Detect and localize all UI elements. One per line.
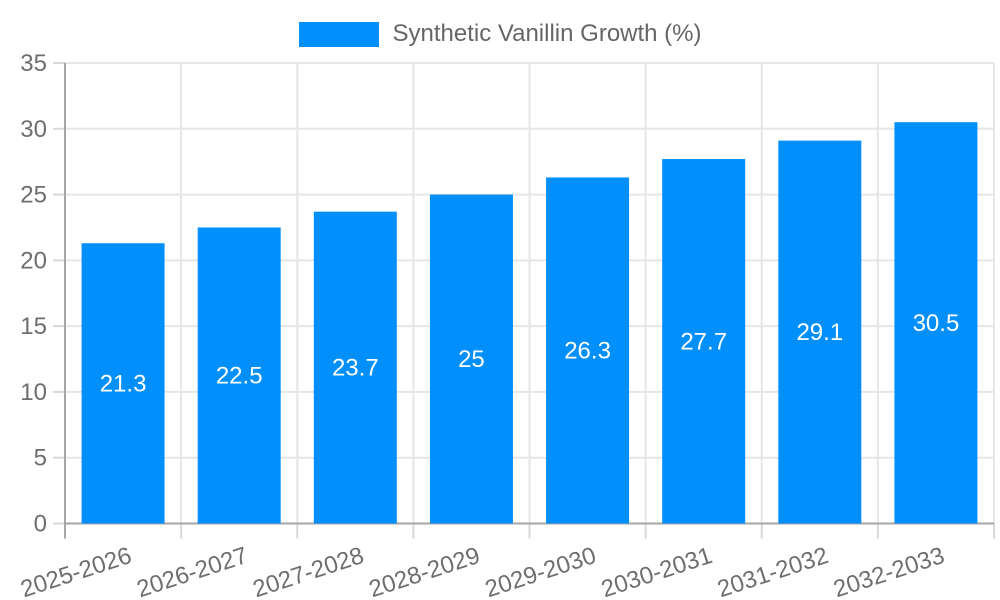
x-tick-label: 2025-2026 (17, 542, 135, 600)
bar-value-label: 21.3 (100, 370, 147, 397)
bar-2032-2033 (894, 122, 978, 524)
y-tick-label: 25 (20, 182, 47, 209)
y-tick-label: 15 (20, 313, 47, 340)
bar-2031-2032 (778, 140, 862, 524)
bar-2025-2026 (81, 243, 165, 524)
x-tick-label: 2031-2032 (714, 542, 832, 600)
y-tick-label: 0 (34, 511, 47, 538)
chart-legend: Synthetic Vanillin Growth (%) (0, 20, 1000, 48)
bar-value-label: 25 (458, 346, 485, 373)
bar-2030-2031 (662, 159, 746, 524)
bar-2027-2028 (313, 211, 397, 524)
bar-value-label: 29.1 (796, 319, 843, 346)
bar-value-label: 30.5 (913, 310, 960, 337)
bar-2028-2029 (429, 194, 513, 524)
x-tick-label: 2026-2027 (134, 542, 252, 600)
bar-2026-2027 (197, 227, 281, 524)
legend-label: Synthetic Vanillin Growth (%) (392, 20, 702, 47)
x-tick-label: 2029-2030 (482, 542, 600, 600)
y-tick-label: 5 (34, 445, 47, 472)
bar-2029-2030 (546, 177, 630, 524)
x-tick-label: 2028-2029 (366, 542, 484, 600)
y-tick-label: 35 (20, 50, 47, 77)
x-tick-label: 2030-2031 (598, 542, 716, 600)
y-tick-label: 30 (20, 116, 47, 143)
x-tick-label: 2032-2033 (830, 542, 948, 600)
bar-value-label: 23.7 (332, 355, 379, 382)
bar-value-label: 22.5 (216, 362, 263, 389)
bar-value-label: 27.7 (680, 328, 727, 355)
legend-swatch-icon (298, 21, 379, 47)
y-tick-label: 20 (20, 247, 47, 274)
y-tick-label: 10 (20, 379, 47, 406)
legend-item[interactable]: Synthetic Vanillin Growth (%) (298, 20, 702, 48)
x-tick-label: 2027-2028 (250, 542, 368, 600)
bar-value-label: 26.3 (564, 337, 611, 364)
